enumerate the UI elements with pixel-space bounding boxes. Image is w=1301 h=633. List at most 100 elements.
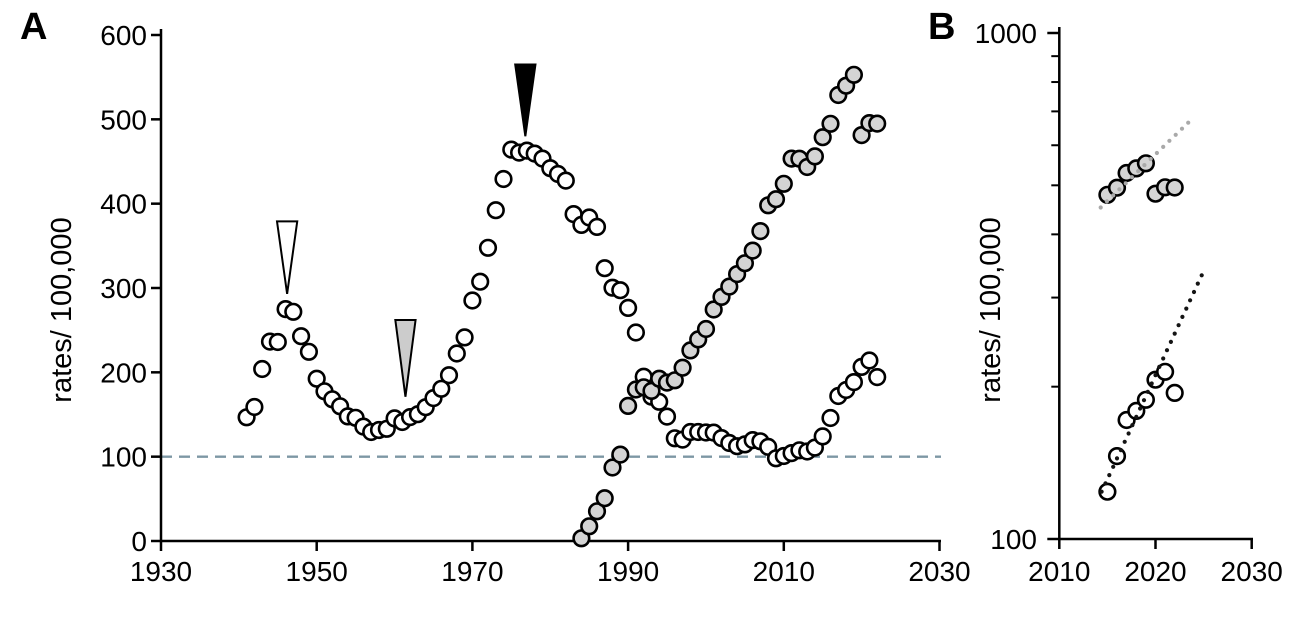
- open-circles-point: [587, 217, 607, 236]
- black-dotted-trend-dot: [1107, 473, 1112, 478]
- gray-circles-point: [587, 502, 607, 521]
- axis-spines-panel-A: [159, 29, 941, 543]
- y-tick-label: 1000: [975, 18, 1037, 49]
- x-tick-label: 2030: [1221, 556, 1283, 587]
- gray-dotted-trend-dot: [1111, 193, 1116, 198]
- gray-circles-point: [1165, 178, 1184, 197]
- gray-circles-point: [704, 300, 723, 319]
- panel-b-label: B: [928, 6, 956, 48]
- gray-circles-point: [813, 128, 832, 147]
- black-dotted-trend-dot: [1176, 323, 1181, 328]
- gray-circles-point: [580, 517, 599, 536]
- axis-spines-panel-B: [1058, 27, 1253, 541]
- gray-circles-point: [735, 254, 755, 273]
- open-circles-point: [447, 344, 466, 363]
- x-tick-label: 1930: [130, 556, 192, 587]
- black-dotted-trend-dot: [1145, 389, 1150, 394]
- open-circles-point: [284, 302, 303, 321]
- black-dotted-trend-dot: [1188, 298, 1193, 303]
- black-dotted-trend-dot: [1111, 464, 1116, 469]
- open-circles-point: [1165, 383, 1184, 403]
- gray-circles-point: [618, 396, 638, 416]
- gray-circles-point: [821, 114, 840, 133]
- gray-circles-point: [603, 458, 622, 477]
- y-tick-label: 400: [100, 189, 147, 220]
- open-circles-point: [611, 281, 630, 300]
- gray-dotted-trend-dot: [1154, 150, 1159, 156]
- gray-circles-point: [751, 222, 770, 241]
- y-tick-label: 200: [100, 357, 147, 388]
- gray-circles-point: [1107, 178, 1127, 197]
- open-circles-point: [1155, 362, 1175, 381]
- open-arrowhead-1946: [275, 220, 299, 295]
- gray-dotted-trend-dot: [1148, 156, 1153, 162]
- black-dotted-trend-dot: [1130, 423, 1135, 428]
- open-circles-point: [556, 171, 575, 190]
- panel-a-label: A: [20, 6, 48, 48]
- open-circles-point: [494, 169, 513, 189]
- open-circles-point: [471, 272, 490, 291]
- gray-dotted-trend-dot: [1136, 169, 1141, 174]
- open-circles-point: [307, 369, 326, 388]
- gray-dotted-trend-dot: [1117, 187, 1122, 192]
- x-tick-label: 2030: [908, 556, 970, 587]
- black-dotted-trend-dot: [1122, 439, 1127, 444]
- open-circles-point: [860, 351, 879, 370]
- open-circles-point: [299, 342, 319, 361]
- gray-circles-point: [696, 319, 716, 339]
- gray-dotted-trend-dot: [1129, 175, 1134, 180]
- gray-dotted-trend-dot: [1161, 144, 1166, 149]
- open-circles-point: [821, 408, 840, 428]
- y-tick-label: 300: [100, 273, 147, 304]
- black-dotted-trend-dot: [1126, 431, 1131, 436]
- open-circles-point: [463, 291, 482, 310]
- open-circles-point: [868, 368, 887, 387]
- open-circles-point: [268, 332, 287, 352]
- black-dotted-trend-dot: [1195, 281, 1200, 286]
- black-dotted-trend-dot: [1114, 456, 1120, 461]
- open-circles-point: [626, 323, 646, 342]
- black-dotted-trend-dot: [1103, 481, 1108, 486]
- gray-circles-point: [844, 65, 864, 84]
- open-circles-point: [439, 366, 459, 385]
- black-dotted-trend-dot: [1118, 448, 1123, 453]
- open-circles-point: [432, 379, 451, 398]
- black-arrowhead-1977: [514, 63, 537, 137]
- black-dotted-trend-dot: [1149, 381, 1154, 386]
- open-circles-point: [813, 427, 832, 446]
- open-circles-point: [253, 359, 272, 379]
- x-tick-label: 2010: [753, 556, 815, 587]
- x-tick-label: 1950: [286, 556, 348, 587]
- black-dotted-trend-dot: [1180, 314, 1185, 319]
- y-tick-label: 100: [100, 442, 147, 473]
- black-dotted-trend-dot: [1138, 406, 1143, 411]
- x-tick-label: 2020: [1124, 556, 1186, 587]
- gray-circles-point: [611, 445, 630, 464]
- gray-circles-point: [766, 190, 786, 209]
- black-dotted-trend-dot: [1099, 489, 1104, 494]
- open-circles-point: [292, 327, 311, 346]
- gray-circles-point: [743, 241, 762, 260]
- gray-circles-point: [595, 489, 614, 508]
- open-circles-point: [618, 298, 638, 318]
- open-circles-point: [595, 259, 614, 278]
- open-circles-point: [455, 328, 474, 347]
- gray-circles-point: [720, 277, 739, 296]
- black-dotted-trend-dot: [1134, 414, 1139, 419]
- x-tick-label: 1970: [441, 556, 503, 587]
- black-dotted-trend-dot: [1161, 356, 1166, 361]
- gray-dotted-trend-dot: [1173, 132, 1178, 137]
- y-tick-label: 100: [990, 524, 1037, 555]
- black-dotted-trend-dot: [1153, 373, 1158, 378]
- gray-dotted-trend-dot: [1104, 199, 1109, 204]
- y-tick-label: 500: [100, 104, 147, 135]
- gray-dotted-trend-dot: [1098, 205, 1103, 210]
- gray-dotted-trend-dot: [1123, 181, 1128, 186]
- y-tick-label: 0: [131, 526, 147, 557]
- open-circles-point: [486, 201, 505, 220]
- open-circles-point: [478, 238, 498, 257]
- x-tick-label: 2010: [1028, 556, 1090, 587]
- black-dotted-trend-dot: [1164, 348, 1170, 353]
- black-dotted-trend-dot: [1184, 306, 1189, 311]
